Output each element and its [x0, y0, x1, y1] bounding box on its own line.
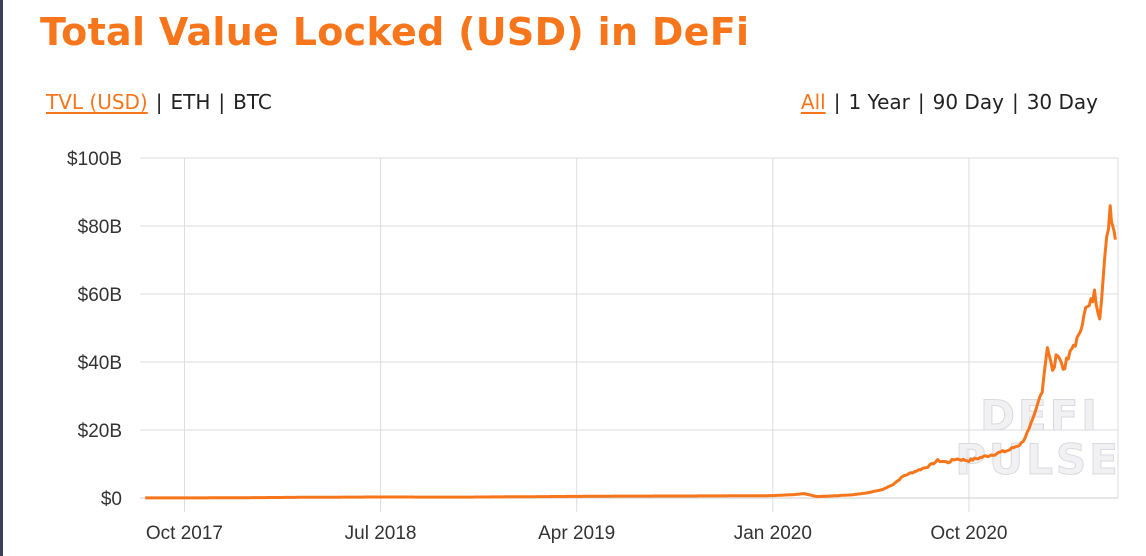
range-option-all[interactable]: All: [800, 90, 826, 114]
defi-pulse-watermark: DEFI PULSE: [955, 391, 1121, 485]
separator: |: [1011, 90, 1019, 114]
separator: |: [218, 90, 226, 114]
left-edge-rule: [0, 0, 3, 556]
watermark-line-2: PULSE: [955, 435, 1121, 484]
x-tick-label: Oct 2017: [146, 523, 223, 544]
y-tick-label: $60B: [78, 285, 122, 306]
separator: |: [833, 90, 841, 114]
x-tick-label: Oct 2020: [930, 523, 1007, 544]
y-tick-label: $40B: [78, 353, 122, 374]
separator: |: [917, 90, 925, 114]
y-tick-label: $100B: [67, 149, 122, 170]
metric-option-tvl[interactable]: TVL (USD): [46, 90, 148, 114]
range-option-30-day[interactable]: 30 Day: [1026, 90, 1098, 114]
y-tick-label: $0: [101, 489, 122, 510]
chart-series: [145, 204, 1117, 500]
x-axis-ticks: Oct 2017 Jul 2018 Apr 2019 Jan 2020 Oct 2020: [146, 523, 1008, 544]
x-tick-label: Apr 2019: [538, 523, 615, 544]
range-selector: All | 1 Year | 90 Day | 30 Day: [801, 90, 1098, 114]
range-option-90-day[interactable]: 90 Day: [932, 90, 1004, 114]
metric-option-eth[interactable]: ETH: [170, 90, 211, 114]
separator: |: [155, 90, 163, 114]
series-line-tvl: [145, 204, 1117, 500]
metric-option-btc[interactable]: BTC: [233, 90, 272, 114]
x-tick-label: Jul 2018: [345, 523, 417, 544]
y-tick-label: $20B: [78, 421, 122, 442]
y-tick-label: $80B: [78, 217, 122, 238]
range-option-1-year[interactable]: 1 Year: [848, 90, 910, 114]
page-title: Total Value Locked (USD) in DeFi: [40, 10, 750, 54]
metric-selector: TVL (USD) | ETH | BTC: [46, 90, 272, 114]
y-axis-ticks: $0 $20B $40B $60B $80B $100B: [67, 149, 122, 510]
x-tick-label: Jan 2020: [734, 523, 812, 544]
